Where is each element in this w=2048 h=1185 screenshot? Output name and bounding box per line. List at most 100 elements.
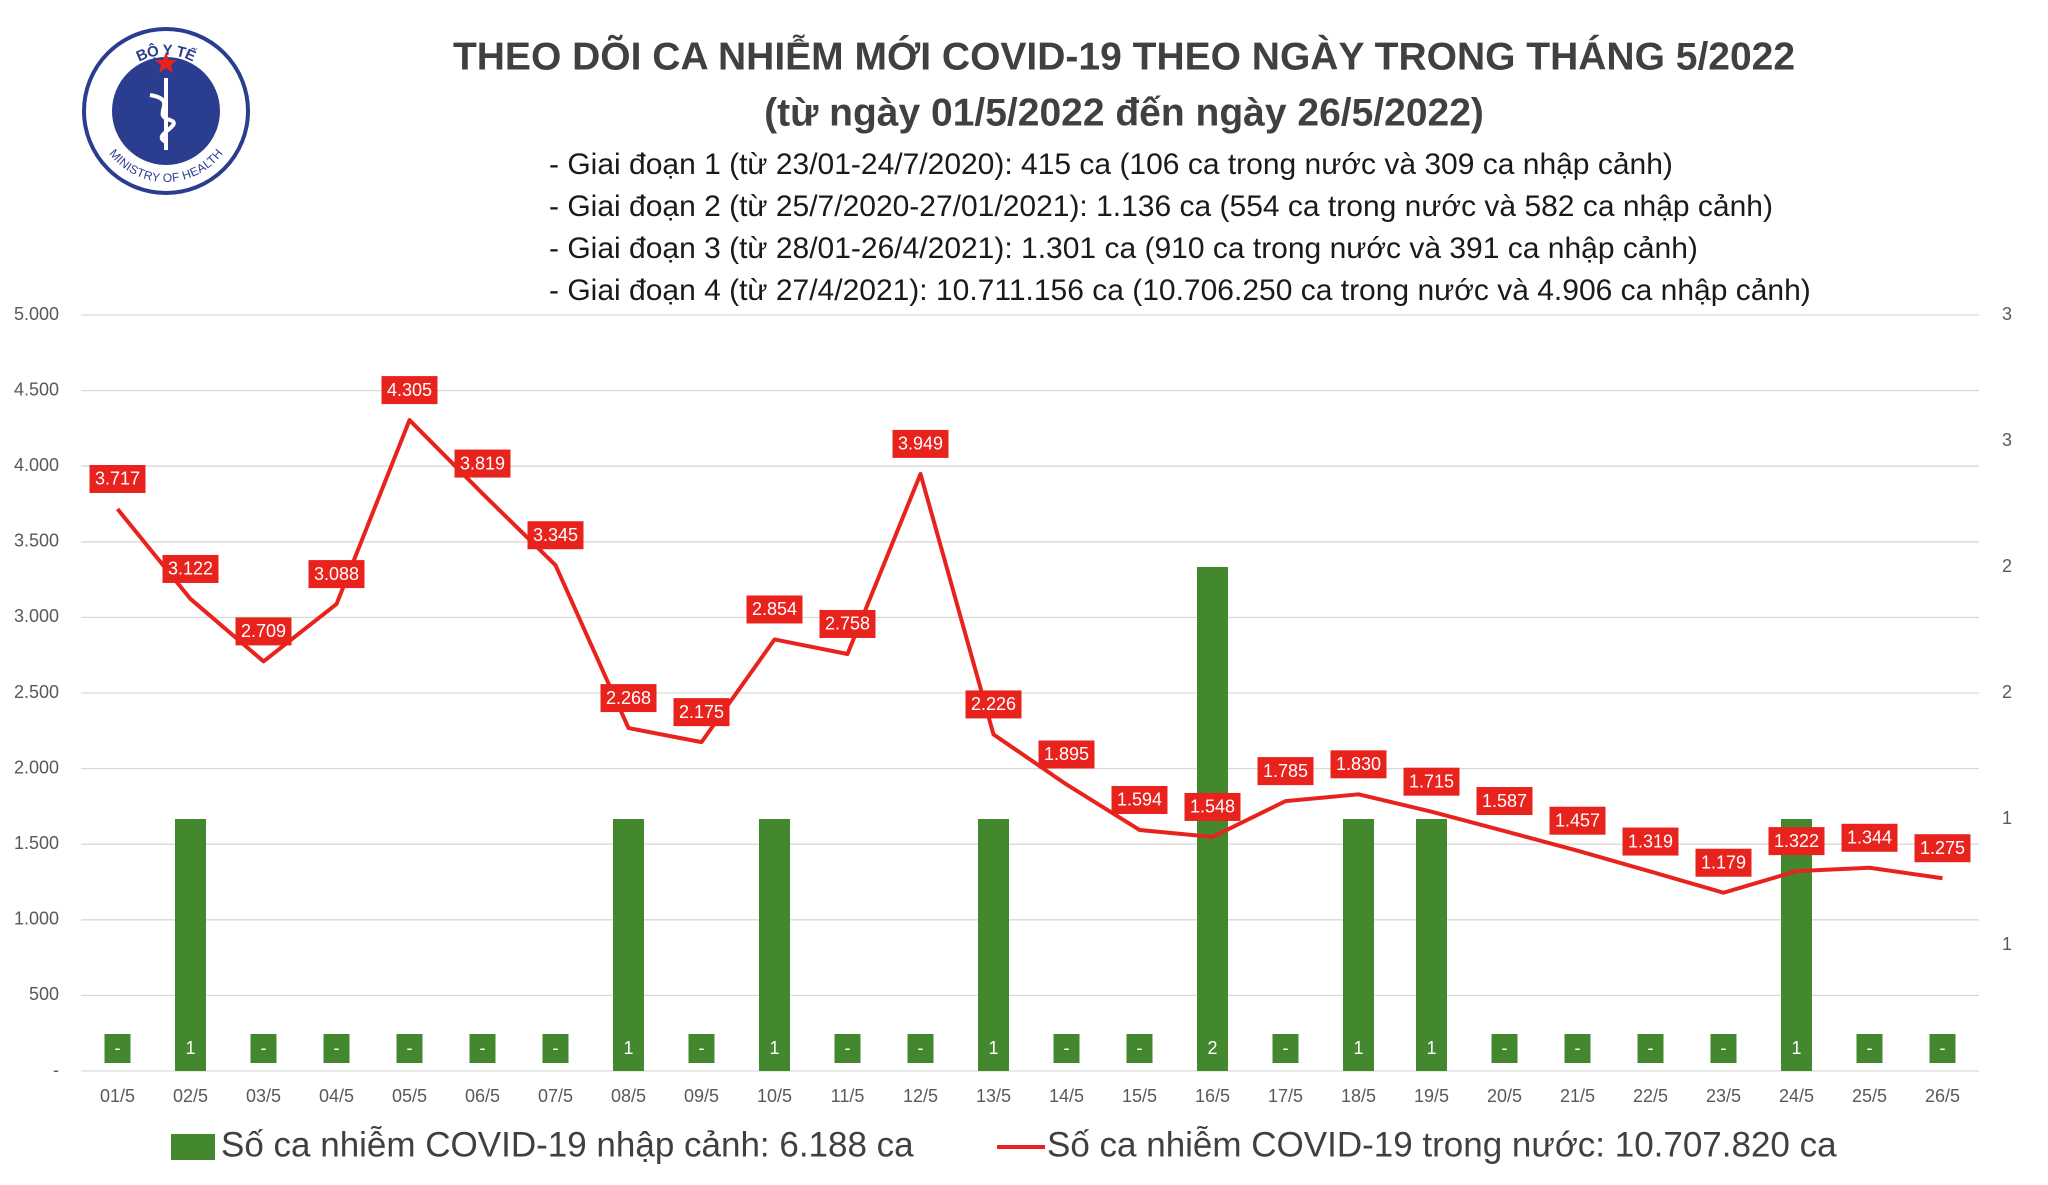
- y2-tick-label: 3: [2002, 304, 2012, 324]
- y2-tick-label: 2: [2002, 682, 2012, 702]
- bar-label-box: [396, 1034, 423, 1063]
- bar-label: -: [699, 1038, 705, 1058]
- bar-label: 1: [769, 1038, 779, 1058]
- bar-label-box: [1418, 1034, 1445, 1063]
- bar-label: 2: [1207, 1038, 1217, 1058]
- x-tick-label: 12/5: [903, 1086, 938, 1106]
- line-label: 3.088: [314, 564, 359, 584]
- bar-label-box: [323, 1034, 350, 1063]
- line-label: 2.854: [752, 599, 797, 619]
- line-label: 1.548: [1190, 797, 1235, 817]
- chart-title: THEO DÕI CA NHIỄM MỚI COVID-19 THEO NGÀY…: [453, 34, 1795, 78]
- bar-label: 1: [988, 1038, 998, 1058]
- line-label: 4.305: [387, 380, 432, 400]
- x-tick-label: 19/5: [1414, 1086, 1449, 1106]
- line-label-box: [673, 698, 730, 727]
- x-tick-label: 22/5: [1633, 1086, 1668, 1106]
- bar-label-box: [834, 1034, 861, 1063]
- y-tick-label: 500: [29, 984, 59, 1004]
- bar-label-box: [1856, 1034, 1883, 1063]
- x-tick-label: 04/5: [319, 1086, 354, 1106]
- y-tick-label: 3.000: [14, 606, 59, 626]
- bar-label: -: [1721, 1038, 1727, 1058]
- bar-label: -: [1502, 1038, 1508, 1058]
- bar-label-box: [688, 1034, 715, 1063]
- bar-label: -: [1940, 1038, 1946, 1058]
- line-label-box: [527, 521, 584, 550]
- legend-swatch: [171, 1134, 215, 1160]
- chart-subtitle: (từ ngày 01/5/2022 đến ngày 26/5/2022): [764, 91, 1484, 134]
- line-label-box: [892, 429, 949, 458]
- bar-label: -: [553, 1038, 559, 1058]
- bar-label: -: [1867, 1038, 1873, 1058]
- line-label: 1.895: [1044, 744, 1089, 764]
- y-tick-label: 5.000: [14, 304, 59, 324]
- bar-label-box: [615, 1034, 642, 1063]
- bar: [1416, 819, 1447, 1071]
- line-label-box: [600, 684, 657, 713]
- line-label-box: [819, 609, 876, 638]
- annotation: - Giai đoạn 1 (từ 23/01-24/7/2020): 415 …: [549, 148, 1673, 181]
- x-tick-label: 11/5: [831, 1086, 865, 1106]
- bar-label-box: [469, 1034, 496, 1063]
- bar-label: 1: [623, 1038, 633, 1058]
- x-tick-label: 14/5: [1049, 1086, 1084, 1106]
- bar-label-box: [1564, 1034, 1591, 1063]
- bar-label: -: [334, 1038, 340, 1058]
- bar-label-box: [1345, 1034, 1372, 1063]
- bar-label-box: [1199, 1034, 1226, 1063]
- bar-label: -: [1648, 1038, 1654, 1058]
- y2-tick-label: 3: [2002, 430, 2012, 450]
- line-label: 1.319: [1628, 831, 1673, 851]
- x-tick-label: 10/5: [757, 1086, 792, 1106]
- x-tick-label: 09/5: [684, 1086, 719, 1106]
- line-label: 2.226: [971, 694, 1016, 714]
- bar: [1343, 819, 1374, 1071]
- line-label-box: [1111, 785, 1168, 814]
- x-tick-label: 05/5: [392, 1086, 427, 1106]
- line-label-box: [965, 690, 1022, 719]
- bar-label-box: [980, 1034, 1007, 1063]
- bar: [175, 819, 206, 1071]
- annotation: - Giai đoạn 4 (từ 27/4/2021): 10.711.156…: [549, 274, 1811, 307]
- bar-label: -: [918, 1038, 924, 1058]
- line-label-box: [1695, 848, 1752, 877]
- x-tick-label: 18/5: [1341, 1086, 1376, 1106]
- line-label: 1.457: [1555, 810, 1600, 830]
- line-label: 1.344: [1847, 828, 1892, 848]
- line-label: 1.594: [1117, 790, 1162, 810]
- line-label-box: [162, 554, 219, 583]
- line-label: 1.179: [1701, 852, 1746, 872]
- bar-label: -: [407, 1038, 413, 1058]
- line-label-box: [454, 449, 511, 478]
- logo: BỘ Y TẾ MINISTRY OF HEALTH: [82, 27, 250, 195]
- line-label: 3.345: [533, 525, 578, 545]
- logo-star: [155, 52, 177, 73]
- line-label: 3.122: [168, 559, 213, 579]
- x-tick-label: 15/5: [1122, 1086, 1157, 1106]
- y2-tick-label: 2: [2002, 556, 2012, 576]
- bar-label-box: [761, 1034, 788, 1063]
- bar-label: 1: [185, 1038, 195, 1058]
- x-tick-label: 07/5: [538, 1086, 573, 1106]
- y-tick-label: 4.500: [14, 379, 59, 399]
- line: [115, 418, 1943, 895]
- bar-label: -: [1064, 1038, 1070, 1058]
- line-label-box: [1403, 767, 1460, 796]
- bar-label-box: [907, 1034, 934, 1063]
- line-label: 1.322: [1774, 831, 1819, 851]
- line-label-box: [1768, 827, 1825, 856]
- bar-label: -: [845, 1038, 851, 1058]
- line-label-box: [1549, 806, 1606, 835]
- x-tick-label: 17/5: [1268, 1086, 1303, 1106]
- line-label-box: [1914, 834, 1971, 863]
- x-tick-label: 25/5: [1852, 1086, 1887, 1106]
- x-tick-label: 06/5: [465, 1086, 500, 1106]
- y-tick-label: 2.000: [14, 757, 59, 777]
- line-label-box: [1622, 827, 1679, 856]
- line-label-box: [89, 464, 146, 493]
- bar-label: -: [1575, 1038, 1581, 1058]
- bar-label-box: [1272, 1034, 1299, 1063]
- bar-label: 1: [1426, 1038, 1436, 1058]
